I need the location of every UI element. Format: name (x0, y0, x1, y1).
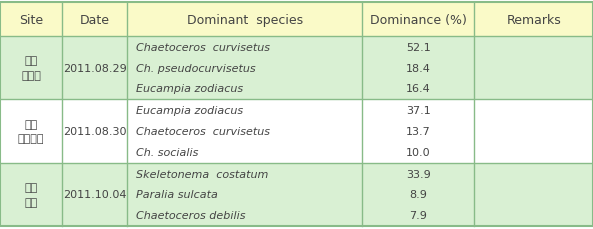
Text: Dominant  species: Dominant species (187, 14, 302, 27)
Bar (0, 163, 593, 226)
Text: 완도
신지도: 완도 신지도 (21, 56, 41, 81)
Text: Site: Site (19, 14, 43, 27)
Text: 52.1: 52.1 (406, 43, 431, 53)
Text: 37.1: 37.1 (406, 106, 431, 116)
Bar (0, 3, 593, 37)
Bar (0, 37, 593, 100)
Text: Eucampia zodiacus: Eucampia zodiacus (136, 106, 244, 116)
Text: 13.7: 13.7 (406, 126, 431, 136)
Text: Ch. socialis: Ch. socialis (136, 147, 199, 157)
Text: 33.9: 33.9 (406, 169, 431, 179)
Text: 여수
돌산: 여수 돌산 (24, 182, 38, 207)
Text: Chaetoceros debilis: Chaetoceros debilis (136, 210, 246, 220)
Text: 2011.08.30: 2011.08.30 (63, 126, 127, 136)
Text: 2011.08.29: 2011.08.29 (63, 63, 127, 73)
Text: 7.9: 7.9 (409, 210, 427, 220)
Text: 8.9: 8.9 (409, 190, 427, 200)
Text: Chaetoceros  curvisetus: Chaetoceros curvisetus (136, 43, 270, 53)
Bar (0, 100, 593, 163)
Text: Ch. pseudocurvisetus: Ch. pseudocurvisetus (136, 63, 256, 73)
Text: Date: Date (80, 14, 110, 27)
Text: Paralia sulcata: Paralia sulcata (136, 190, 218, 200)
Text: Chaetoceros  curvisetus: Chaetoceros curvisetus (136, 126, 270, 136)
Text: 16.4: 16.4 (406, 84, 431, 94)
Text: Eucampia zodiacus: Eucampia zodiacus (136, 84, 244, 94)
Text: Skeletonema  costatum: Skeletonema costatum (136, 169, 269, 179)
Text: Dominance (%): Dominance (%) (369, 14, 467, 27)
Text: 10.0: 10.0 (406, 147, 431, 157)
Text: 18.4: 18.4 (406, 63, 431, 73)
Text: 2011.10.04: 2011.10.04 (63, 190, 127, 200)
Text: 서해
변산반도: 서해 변산반도 (18, 119, 44, 144)
Text: Remarks: Remarks (506, 14, 561, 27)
